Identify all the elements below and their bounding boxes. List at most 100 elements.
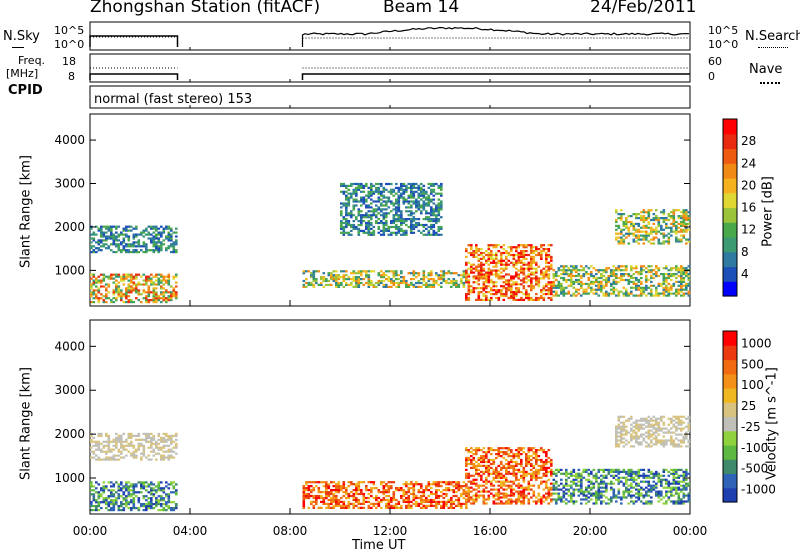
power-echo-cell	[497, 269, 501, 272]
velocity-echo-cell	[162, 446, 166, 449]
velocity-echo-cell	[150, 503, 153, 506]
power-echo-cell	[540, 255, 543, 258]
power-echo-cell	[150, 291, 153, 294]
power-echo-cell	[380, 190, 383, 193]
power-echo-cell	[110, 237, 113, 240]
velocity-echo-cell	[485, 455, 488, 458]
velocity-echo-cell	[117, 495, 121, 498]
power-echo-cell	[625, 222, 628, 225]
velocity-echo-cell	[580, 490, 583, 493]
velocity-echo-cell	[465, 498, 468, 501]
velocity-echo-cell	[115, 444, 118, 447]
power-echo-cell	[370, 210, 373, 213]
velocity-echo-cell	[600, 486, 603, 489]
power-echo-cell	[620, 236, 623, 239]
velocity-echo-cell	[412, 492, 416, 496]
power-echo-cell	[140, 249, 143, 252]
power-echo-cell	[590, 282, 593, 285]
power-echo-cell	[645, 232, 648, 235]
power-echo-cell	[517, 255, 521, 258]
velocity-echo-cell	[142, 432, 146, 435]
power-echo-cell	[362, 283, 366, 286]
velocity-echo-cell	[92, 450, 96, 453]
power-echo-cell	[605, 278, 608, 282]
velocity-echo-cell	[445, 481, 448, 484]
power-echo-cell	[605, 267, 608, 270]
power-echo-cell	[357, 188, 361, 191]
power-echo-cell	[437, 204, 441, 207]
power-echo-cell	[147, 231, 151, 234]
power-echo-cell	[580, 276, 583, 280]
velocity-echo-cell	[655, 492, 658, 495]
power-echo-cell	[497, 291, 501, 294]
power-echo-cell	[312, 285, 316, 288]
velocity-echo-cell	[537, 468, 541, 471]
velocity-echo-cell	[612, 490, 616, 493]
power-echo-cell	[487, 244, 491, 247]
velocity-echo-cell	[100, 450, 103, 453]
power-echo-cell	[170, 235, 173, 238]
power-echo-cell	[147, 225, 151, 228]
power-echo-cell	[380, 281, 383, 285]
velocity-echo-cell	[427, 504, 431, 507]
velocity-echo-cell	[137, 509, 141, 512]
power-echo-cell	[650, 226, 653, 229]
velocity-echo-cell	[485, 468, 488, 471]
power-echo-cell	[410, 229, 413, 232]
velocity-echo-cell	[522, 451, 526, 454]
power-echo-cell	[162, 295, 166, 298]
power-echo-cell	[360, 272, 363, 275]
power-echo-cell	[665, 273, 668, 276]
velocity-echo-cell	[527, 458, 531, 462]
velocity-echo-cell	[612, 482, 616, 485]
power-echo-cell	[152, 299, 156, 302]
velocity-echo-cell	[587, 474, 591, 477]
power-echo-cell	[345, 202, 348, 205]
power-echo-cell	[370, 279, 373, 283]
power-echo-cell	[502, 251, 506, 255]
power-echo-cell	[492, 259, 496, 262]
velocity-echo-cell	[517, 478, 521, 481]
power-echo-cell	[477, 253, 481, 257]
power-echo-cell	[645, 280, 648, 283]
power-echo-cell	[357, 281, 361, 285]
velocity-echo-cell	[130, 485, 133, 488]
power-echo-cell	[370, 202, 373, 205]
power-echo-cell	[402, 198, 406, 201]
power-echo-cell	[120, 233, 123, 236]
velocity-echo-cell	[535, 451, 538, 454]
power-echo-cell	[657, 282, 661, 285]
velocity-echo-cell	[620, 496, 623, 499]
power-echo-cell	[472, 267, 476, 270]
velocity-echo-cell	[637, 496, 641, 499]
power-echo-cell	[662, 234, 666, 237]
power-echo-cell	[320, 278, 323, 281]
power-echo-cell	[547, 261, 551, 264]
power-echo-cell	[395, 186, 398, 189]
power-echo-cell	[617, 236, 621, 239]
power-echo-cell	[665, 278, 668, 282]
velocity-echo-cell	[170, 438, 173, 441]
velocity-echo-cell	[150, 487, 153, 490]
power-echo-cell	[525, 267, 528, 270]
velocity-echo-cell	[175, 432, 178, 435]
velocity-echo-cell	[117, 458, 121, 461]
nsky-line-segment-1	[89, 35, 179, 47]
velocity-echo-cell	[552, 498, 556, 501]
velocity-echo-cell	[545, 468, 548, 471]
velocity-echo-cell	[530, 449, 533, 452]
velocity-echo-cell	[400, 506, 403, 509]
velocity-echo-cell	[510, 464, 513, 467]
power-echo-cell	[127, 235, 131, 238]
power-echo-cell	[355, 283, 358, 286]
power-echo-cell	[680, 215, 683, 218]
power-echo-cell	[637, 222, 641, 225]
power-echo-cell	[512, 296, 516, 300]
power-echo-cell	[165, 297, 168, 300]
power-echo-cell	[545, 283, 548, 286]
velocity-echo-cell	[495, 476, 498, 479]
power-echo-cell	[557, 284, 561, 287]
velocity-echo-cell	[522, 490, 526, 493]
power-echo-cell	[657, 220, 661, 224]
velocity-echo-cell	[492, 496, 496, 499]
